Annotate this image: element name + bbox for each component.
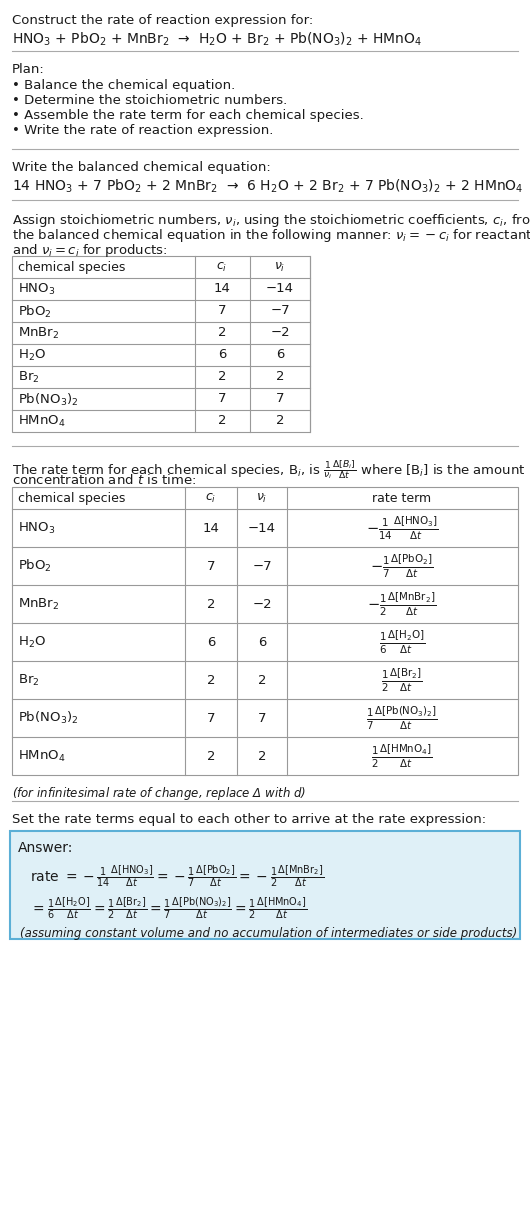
Text: $\frac{1}{2}\frac{\Delta[\mathrm{Br_2}]}{\Delta t}$: $\frac{1}{2}\frac{\Delta[\mathrm{Br_2}]}… [381,667,423,693]
Text: HNO$_3$: HNO$_3$ [18,281,56,297]
Text: chemical species: chemical species [18,261,126,274]
Text: rate $= -\frac{1}{14}\frac{\Delta[\mathrm{HNO_3}]}{\Delta t} = -\frac{1}{7}\frac: rate $= -\frac{1}{14}\frac{\Delta[\mathr… [30,863,324,889]
Text: • Assemble the rate term for each chemical species.: • Assemble the rate term for each chemic… [12,109,364,122]
Text: • Determine the stoichiometric numbers.: • Determine the stoichiometric numbers. [12,94,287,108]
Text: −2: −2 [270,326,290,339]
Text: and $\nu_i = c_i$ for products:: and $\nu_i = c_i$ for products: [12,242,167,259]
Text: $\frac{1}{2}\frac{\Delta[\mathrm{HMnO_4}]}{\Delta t}$: $\frac{1}{2}\frac{\Delta[\mathrm{HMnO_4}… [372,742,432,769]
Text: Write the balanced chemical equation:: Write the balanced chemical equation: [12,161,271,174]
Text: $\nu_i$: $\nu_i$ [257,492,268,505]
Text: the balanced chemical equation in the following manner: $\nu_i = -c_i$ for react: the balanced chemical equation in the fo… [12,227,530,244]
Text: Set the rate terms equal to each other to arrive at the rate expression:: Set the rate terms equal to each other t… [12,813,486,826]
Text: (assuming constant volume and no accumulation of intermediates or side products): (assuming constant volume and no accumul… [20,927,517,940]
Text: Plan:: Plan: [12,63,45,76]
Text: • Balance the chemical equation.: • Balance the chemical equation. [12,79,235,92]
Text: $-\frac{1}{7}\frac{\Delta[\mathrm{PbO_2}]}{\Delta t}$: $-\frac{1}{7}\frac{\Delta[\mathrm{PbO_2}… [370,552,434,580]
Text: Answer:: Answer: [18,841,73,855]
Text: 2: 2 [207,674,215,686]
Text: Construct the rate of reaction expression for:: Construct the rate of reaction expressio… [12,14,313,27]
Text: MnBr$_2$: MnBr$_2$ [18,326,59,341]
Text: $\nu_i$: $\nu_i$ [275,261,286,274]
Text: 2: 2 [276,370,284,383]
Text: $-\frac{1}{14}\frac{\Delta[\mathrm{HNO_3}]}{\Delta t}$: $-\frac{1}{14}\frac{\Delta[\mathrm{HNO_3… [366,515,438,541]
Text: $c_i$: $c_i$ [216,261,227,274]
Text: HMnO$_4$: HMnO$_4$ [18,414,66,429]
Text: 6: 6 [218,348,226,361]
Text: PbO$_2$: PbO$_2$ [18,304,52,320]
Text: 6: 6 [207,635,215,649]
Bar [12,256,310,432]
Text: HMnO$_4$: HMnO$_4$ [18,749,66,763]
Text: −7: −7 [252,559,272,573]
Text: 6: 6 [258,635,266,649]
Text: The rate term for each chemical species, B$_i$, is $\frac{1}{\nu_i}\frac{\Delta[: The rate term for each chemical species,… [12,458,526,481]
Text: 2: 2 [207,598,215,610]
Text: −2: −2 [252,598,272,610]
Text: 2: 2 [218,326,226,339]
Text: 2: 2 [218,414,226,426]
Text: $c_i$: $c_i$ [205,492,217,505]
Text: Assign stoichiometric numbers, $\nu_i$, using the stoichiometric coefficients, $: Assign stoichiometric numbers, $\nu_i$, … [12,211,530,230]
Text: −7: −7 [270,304,290,316]
Text: Pb(NO$_3$)$_2$: Pb(NO$_3$)$_2$ [18,393,78,408]
Text: 2: 2 [207,749,215,762]
Text: 7: 7 [207,712,215,725]
Bar [10,831,520,939]
Text: $\frac{1}{6}\frac{\Delta[\mathrm{H_2O}]}{\Delta t}$: $\frac{1}{6}\frac{\Delta[\mathrm{H_2O}]}… [379,628,425,656]
Text: 2: 2 [258,749,266,762]
Bar [12,487,518,776]
Text: Pb(NO$_3$)$_2$: Pb(NO$_3$)$_2$ [18,710,78,726]
Text: 7: 7 [218,304,226,316]
Text: rate term: rate term [373,492,431,505]
Text: Br$_2$: Br$_2$ [18,673,40,687]
Text: 14 HNO$_3$ + 7 PbO$_2$ + 2 MnBr$_2$  →  6 H$_2$O + 2 Br$_2$ + 7 Pb(NO$_3$)$_2$ +: 14 HNO$_3$ + 7 PbO$_2$ + 2 MnBr$_2$ → 6 … [12,178,524,196]
Text: 2: 2 [218,370,226,383]
Text: HNO$_3$ + PbO$_2$ + MnBr$_2$  →  H$_2$O + Br$_2$ + Pb(NO$_3$)$_2$ + HMnO$_4$: HNO$_3$ + PbO$_2$ + MnBr$_2$ → H$_2$O + … [12,31,422,48]
Text: 7: 7 [207,559,215,573]
Text: $= \frac{1}{6}\frac{\Delta[\mathrm{H_2O}]}{\Delta t} = \frac{1}{2}\frac{\Delta[\: $= \frac{1}{6}\frac{\Delta[\mathrm{H_2O}… [30,895,307,920]
Text: $\frac{1}{7}\frac{\Delta[\mathrm{Pb(NO_3)_2}]}{\Delta t}$: $\frac{1}{7}\frac{\Delta[\mathrm{Pb(NO_3… [366,704,438,732]
Text: 2: 2 [258,674,266,686]
Text: 7: 7 [258,712,266,725]
Text: 7: 7 [276,393,284,405]
Text: 6: 6 [276,348,284,361]
Text: −14: −14 [248,522,276,534]
Text: $-\frac{1}{2}\frac{\Delta[\mathrm{MnBr_2}]}{\Delta t}$: $-\frac{1}{2}\frac{\Delta[\mathrm{MnBr_2… [367,591,437,617]
Text: Br$_2$: Br$_2$ [18,370,40,385]
Text: 14: 14 [202,522,219,534]
Text: (for infinitesimal rate of change, replace Δ with $d$): (for infinitesimal rate of change, repla… [12,785,306,802]
Text: MnBr$_2$: MnBr$_2$ [18,597,59,611]
Text: HNO$_3$: HNO$_3$ [18,521,56,535]
Text: 7: 7 [218,393,226,405]
Text: −14: −14 [266,281,294,295]
Text: PbO$_2$: PbO$_2$ [18,558,52,574]
Text: H$_2$O: H$_2$O [18,634,46,650]
Text: 14: 14 [214,281,231,295]
Text: 2: 2 [276,414,284,426]
Text: concentration and $t$ is time:: concentration and $t$ is time: [12,474,196,487]
Text: • Write the rate of reaction expression.: • Write the rate of reaction expression. [12,124,273,137]
Text: chemical species: chemical species [18,492,126,505]
Text: H$_2$O: H$_2$O [18,348,46,364]
